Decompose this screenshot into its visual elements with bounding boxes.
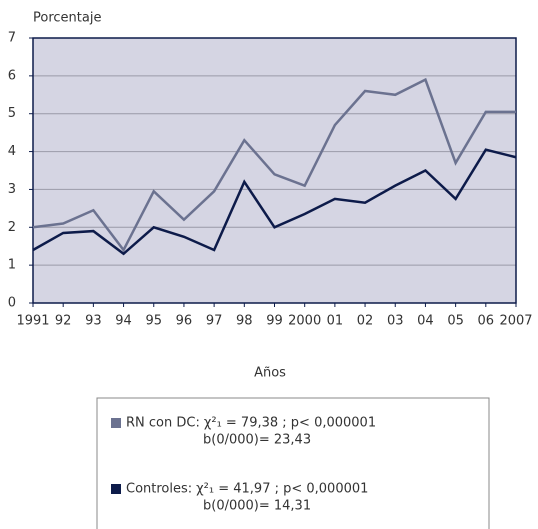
x-tick-label: 1991 bbox=[16, 314, 49, 329]
x-tick-label: 04 bbox=[417, 314, 434, 329]
legend-swatch bbox=[111, 418, 121, 428]
x-tick-label: 94 bbox=[115, 314, 132, 329]
x-tick-label: 2007 bbox=[499, 314, 532, 329]
x-axis-label: Años bbox=[254, 366, 286, 381]
x-tick-label: 99 bbox=[266, 314, 283, 329]
y-tick-label: 6 bbox=[8, 68, 16, 83]
y-tick-label: 3 bbox=[8, 182, 16, 197]
x-tick-label: 06 bbox=[478, 314, 495, 329]
x-tick-label: 95 bbox=[145, 314, 162, 329]
x-tick-label: 93 bbox=[85, 314, 102, 329]
x-tick-label: 02 bbox=[357, 314, 374, 329]
series-line bbox=[32, 77, 516, 253]
y-tick-label: 5 bbox=[8, 106, 16, 121]
y-tick-label: 1 bbox=[8, 258, 16, 273]
legend-stat: b(0/000)= 23,43 bbox=[203, 433, 311, 448]
legend-stat: χ²₁ = 79,38 ; p< 0,000001 bbox=[204, 416, 376, 431]
y-tick-label: 7 bbox=[8, 31, 16, 46]
y-tick-label: 0 bbox=[8, 296, 16, 311]
x-tick-label: 03 bbox=[387, 314, 404, 329]
x-tick-label: 97 bbox=[206, 314, 223, 329]
series-line bbox=[32, 148, 517, 256]
y-tick-label: 2 bbox=[8, 220, 16, 235]
y-tick-label: 4 bbox=[8, 144, 16, 159]
legend-stat: b(0/000)= 14,31 bbox=[203, 499, 311, 514]
x-tick-label: 96 bbox=[176, 314, 193, 329]
legend-box bbox=[96, 397, 490, 529]
x-tick-label: 01 bbox=[327, 314, 344, 329]
legend-label: Controles: bbox=[126, 482, 192, 497]
legend-swatch bbox=[111, 484, 121, 494]
x-tick-label: 05 bbox=[447, 314, 464, 329]
x-tick-label: 92 bbox=[55, 314, 72, 329]
legend-label: RN con DC: bbox=[126, 416, 200, 431]
plot-area bbox=[33, 38, 516, 303]
legend-stat: χ²₁ = 41,97 ; p< 0,000001 bbox=[196, 482, 368, 497]
x-tick-label: 2000 bbox=[288, 314, 321, 329]
x-tick-label: 98 bbox=[236, 314, 253, 329]
y-axis-label: Porcentaje bbox=[33, 11, 101, 26]
